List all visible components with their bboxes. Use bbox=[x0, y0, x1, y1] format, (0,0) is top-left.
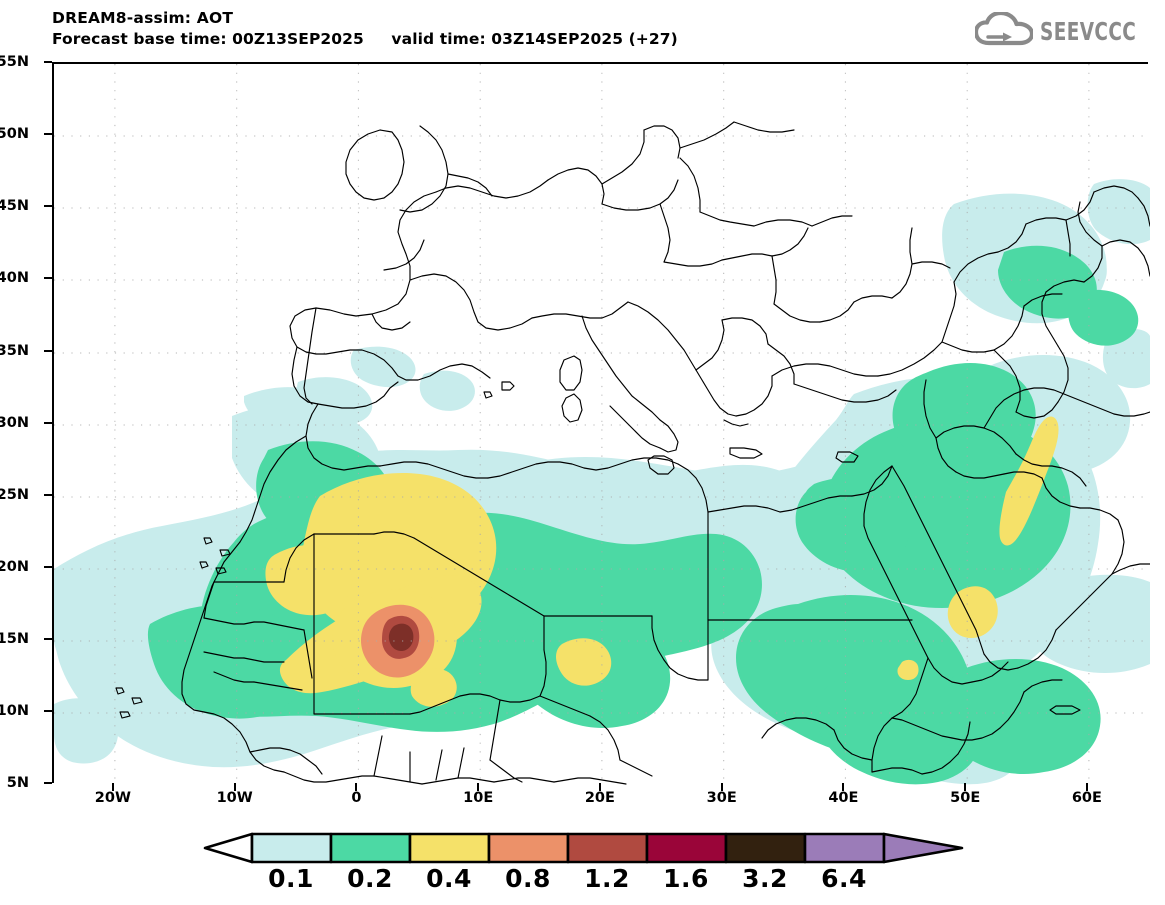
cloud-icon bbox=[973, 10, 1034, 50]
y-tick-label-55N: 55N bbox=[0, 54, 29, 70]
y-tick-label-35N: 35N bbox=[0, 343, 29, 359]
colorbar-band-2 bbox=[408, 832, 491, 864]
colorbar-label-2: 0.4 bbox=[426, 864, 472, 893]
x-tick-label-20W: 20W bbox=[94, 790, 131, 806]
y-tick-label-30N: 30N bbox=[0, 415, 29, 431]
colorbar-band-4 bbox=[566, 832, 649, 864]
logo-text: SEEVCCC bbox=[1039, 16, 1136, 46]
x-tick-label-40E: 40E bbox=[828, 790, 859, 806]
y-tick-label-15N: 15N bbox=[0, 631, 29, 647]
y-tick-label-20N: 20N bbox=[0, 559, 29, 575]
lat-lon-grid bbox=[54, 64, 1150, 785]
coastlines-and-borders bbox=[115, 121, 1150, 785]
colorbar-label-5: 1.6 bbox=[663, 864, 709, 893]
colorbar-cap-high bbox=[882, 832, 964, 864]
seevccc-logo: SEEVCCC bbox=[973, 10, 1157, 50]
colorbar-label-6: 3.2 bbox=[742, 864, 788, 893]
colorbar-label-0: 0.1 bbox=[268, 864, 314, 893]
y-tick-label-40N: 40N bbox=[0, 270, 29, 286]
x-tick-label-20E: 20E bbox=[584, 790, 615, 806]
colorbar-band-3 bbox=[487, 832, 570, 864]
forecast-time-line: Forecast base time: 00Z13SEP2025 valid t… bbox=[52, 30, 678, 48]
x-tick-label-30E: 30E bbox=[706, 790, 737, 806]
y-tick-label-10N: 10N bbox=[0, 703, 29, 719]
colorbar-band-5 bbox=[645, 832, 728, 864]
colorbar-band-7 bbox=[803, 832, 886, 864]
colorbar-band-1 bbox=[329, 832, 412, 864]
aot-hotspot-core bbox=[382, 615, 420, 659]
colorbar-band-0 bbox=[250, 832, 333, 864]
colorbar-swatches bbox=[203, 832, 964, 864]
x-tick-label-10E: 10E bbox=[463, 790, 494, 806]
y-tick-label-5N: 5N bbox=[6, 775, 29, 791]
aot-contour-map bbox=[54, 64, 1150, 785]
y-tick-label-50N: 50N bbox=[0, 126, 29, 142]
colorbar-label-4: 1.2 bbox=[584, 864, 630, 893]
x-tick-label-50E: 50E bbox=[950, 790, 981, 806]
colorbar-band-6 bbox=[724, 832, 807, 864]
map-frame bbox=[52, 62, 1150, 785]
y-tick-label-45N: 45N bbox=[0, 198, 29, 214]
colorbar-label-3: 0.8 bbox=[505, 864, 551, 893]
map-plot-area: 55N 50N 45N 40N 35N 30N 25N 20N 15N 10N … bbox=[0, 54, 1150, 806]
x-tick-label-60E: 60E bbox=[1071, 790, 1102, 806]
aot-contour-fills bbox=[54, 179, 1150, 785]
colorbar-label-1: 0.2 bbox=[347, 864, 393, 893]
chart-header: DREAM8-assim: AOT Forecast base time: 00… bbox=[52, 8, 952, 50]
y-tick-label-25N: 25N bbox=[0, 487, 29, 503]
colorbar-tick-labels: 0.1 0.2 0.4 0.8 1.2 1.6 3.2 6.4 bbox=[0, 864, 1165, 898]
colorbar-cap-low bbox=[203, 832, 254, 864]
colorbar-label-7: 6.4 bbox=[821, 864, 867, 893]
x-tick-label-10W: 10W bbox=[216, 790, 253, 806]
colorbar: 0.1 0.2 0.4 0.8 1.2 1.6 3.2 6.4 bbox=[0, 828, 1165, 900]
page-title: DREAM8-assim: AOT bbox=[52, 9, 234, 27]
x-tick-label-0: 0 bbox=[351, 790, 362, 806]
